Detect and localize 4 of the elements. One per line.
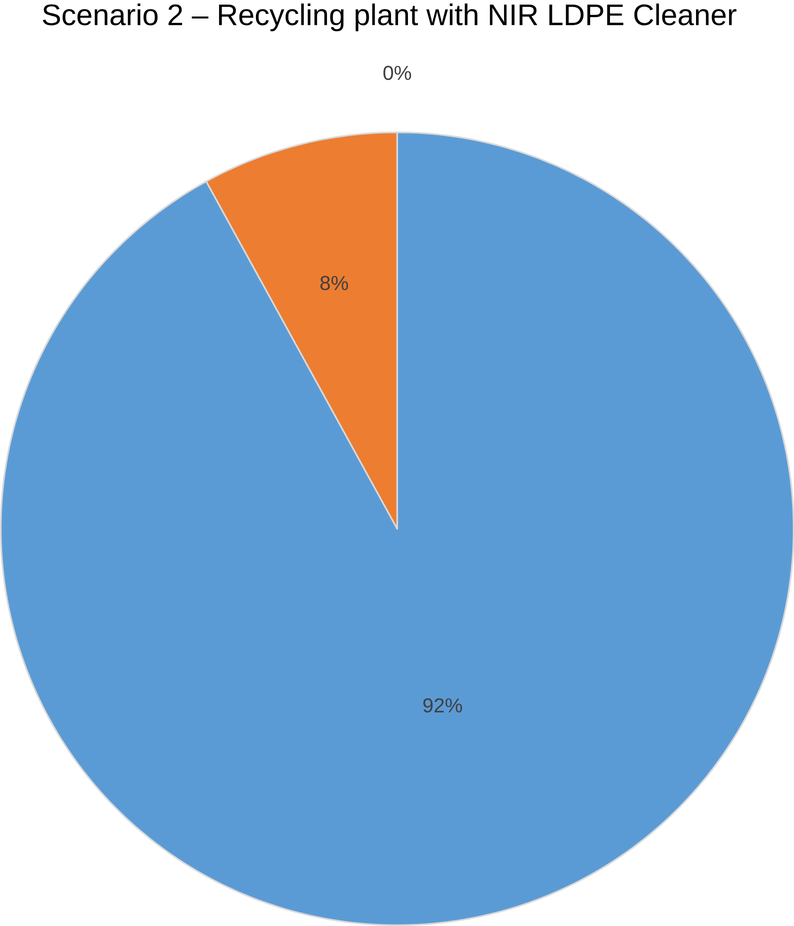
chart-title: Scenario 2 – Recycling plant with NIR LDPE Cleaner (42, 4, 736, 32)
text: 0% (383, 66, 411, 80)
data-label: 92% (423, 698, 462, 713)
data-label: 8% (320, 276, 348, 290)
